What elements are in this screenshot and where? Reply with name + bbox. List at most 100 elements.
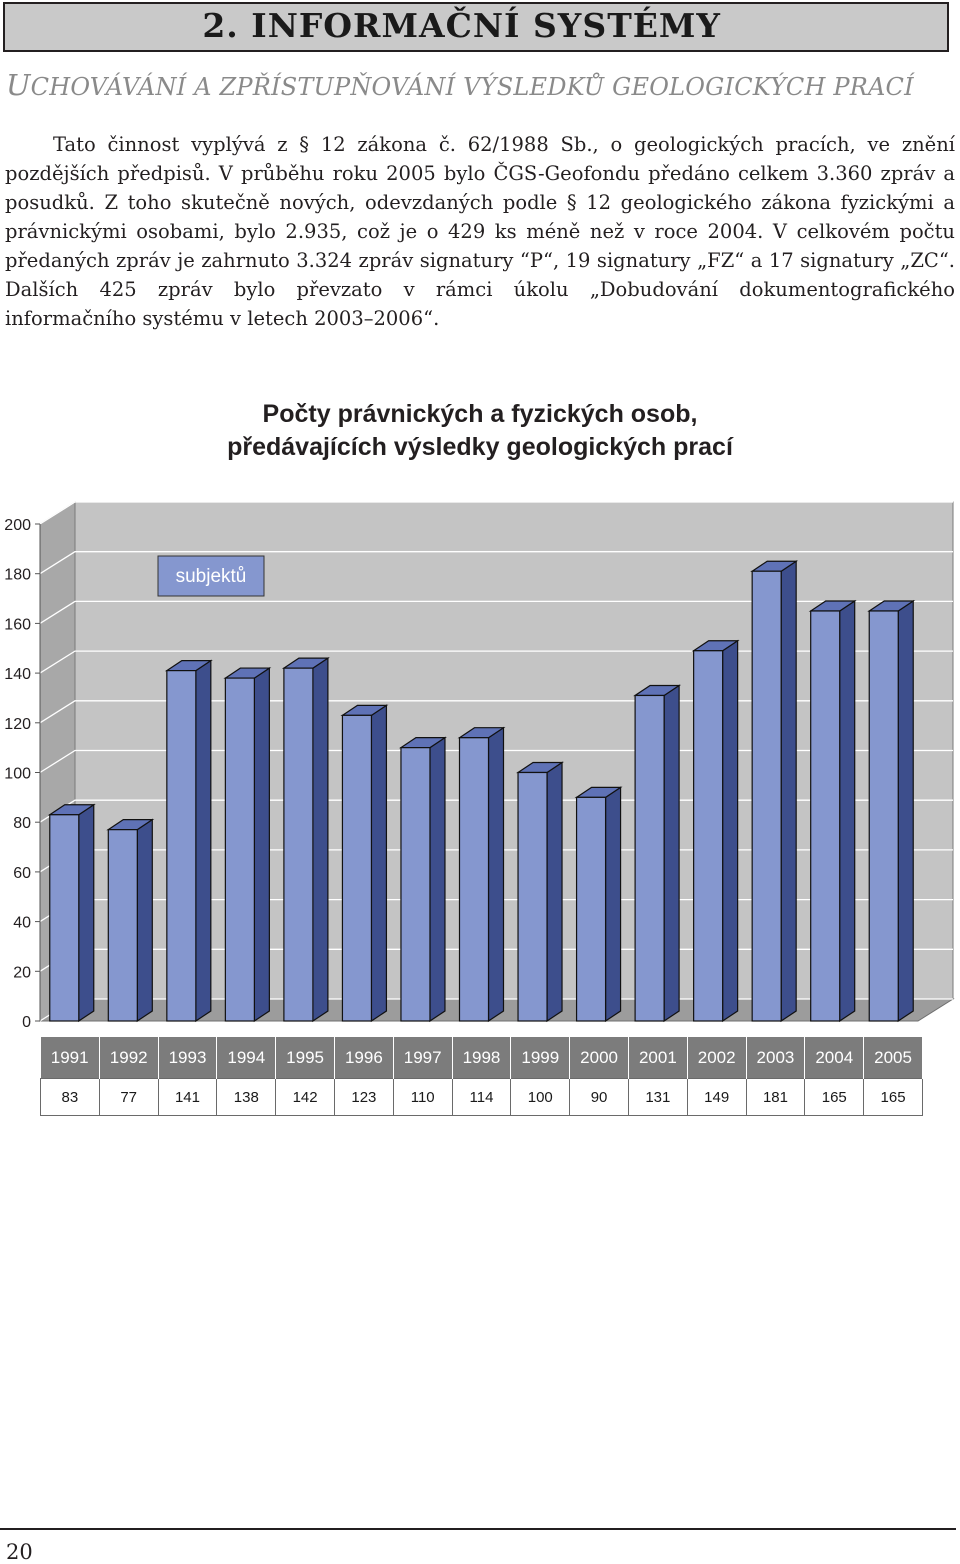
table-year-cell: 1993 bbox=[158, 1037, 218, 1079]
table-value-cell: 165 bbox=[804, 1078, 865, 1116]
bar-side bbox=[780, 560, 797, 1023]
gridline bbox=[39, 501, 953, 525]
table-value-row: 83 77 141 138 142 123 110 114 100 90 131 149 181 165 1… bbox=[40, 1078, 923, 1116]
bar-front bbox=[751, 570, 782, 1022]
bar bbox=[691, 639, 740, 1023]
y-tick-label: 100 bbox=[4, 766, 31, 783]
table-year-cell: 2001 bbox=[628, 1037, 688, 1079]
table-year-cell: 2000 bbox=[569, 1037, 629, 1079]
bar-front bbox=[341, 714, 373, 1022]
chart-data-table: 1991 1992 1993 1994 1995 1996 1997 1998 1999 2000… bbox=[40, 1037, 923, 1116]
legend-box bbox=[157, 555, 265, 597]
bar-front bbox=[400, 747, 431, 1022]
table-year-cell: 2005 bbox=[863, 1037, 923, 1079]
table-year-cell: 2004 bbox=[804, 1037, 865, 1079]
table-value-cell: 181 bbox=[745, 1078, 806, 1116]
bar bbox=[633, 684, 682, 1023]
bar-side bbox=[604, 786, 622, 1023]
legend-label: subjektů bbox=[176, 566, 247, 587]
bar-side bbox=[722, 639, 739, 1023]
y-tick-label: 140 bbox=[4, 666, 31, 683]
bar-front bbox=[283, 667, 314, 1022]
bar bbox=[750, 560, 799, 1023]
bar bbox=[223, 666, 272, 1023]
bar-side bbox=[312, 657, 329, 1023]
table-value-cell: 142 bbox=[275, 1078, 335, 1116]
y-tick-label: 120 bbox=[4, 716, 31, 733]
table-value-cell: 100 bbox=[510, 1078, 571, 1116]
table-value-cell: 131 bbox=[627, 1078, 688, 1116]
body-paragraph: Tato činnost vyplývá z § 12 zákona č. 62… bbox=[5, 133, 955, 330]
bar-front bbox=[166, 670, 197, 1022]
table-value-cell: 110 bbox=[392, 1078, 453, 1116]
table-header-row: 1991 1992 1993 1994 1995 1996 1997 1998 1999 2000… bbox=[40, 1037, 923, 1079]
table-value-cell: 165 bbox=[863, 1078, 923, 1116]
table-year-cell: 1996 bbox=[334, 1037, 394, 1079]
bar-front bbox=[868, 610, 899, 1022]
bar-side bbox=[253, 666, 270, 1023]
bar bbox=[808, 599, 857, 1023]
chapter-banner: 2. INFORMAČNÍ SYSTÉMY bbox=[3, 2, 949, 52]
chart-title-line-2: předávajících výsledky geologických prac… bbox=[227, 433, 733, 461]
bar bbox=[106, 818, 155, 1023]
y-tick-label: 60 bbox=[13, 865, 31, 882]
gridline bbox=[39, 650, 953, 674]
bar-side bbox=[546, 761, 563, 1023]
table-year-cell: 1994 bbox=[216, 1037, 277, 1079]
table-year-cell: 2002 bbox=[687, 1037, 747, 1079]
y-tick-label: 160 bbox=[4, 616, 31, 633]
bar bbox=[457, 726, 506, 1023]
table-value-cell: 83 bbox=[40, 1078, 100, 1116]
bar-front bbox=[517, 771, 548, 1022]
bar-side bbox=[897, 599, 914, 1023]
bar-front bbox=[458, 737, 490, 1022]
bar-front bbox=[634, 694, 665, 1022]
bar bbox=[867, 599, 916, 1023]
table-year-cell: 1998 bbox=[452, 1037, 512, 1079]
bar-front bbox=[575, 796, 607, 1022]
bar-side bbox=[487, 726, 505, 1023]
gridline bbox=[39, 600, 953, 624]
bar bbox=[574, 786, 623, 1023]
table-year-cell: 1991 bbox=[40, 1037, 100, 1079]
bar bbox=[281, 657, 330, 1023]
bar-side bbox=[136, 818, 153, 1023]
y-tick-label: 200 bbox=[4, 517, 31, 534]
page-number: 20 bbox=[6, 1540, 33, 1564]
chart-title: Počty právnických a fyzických osob, před… bbox=[0, 398, 960, 464]
y-tick-label: 20 bbox=[13, 964, 31, 981]
bar-side bbox=[195, 659, 212, 1023]
bar-front bbox=[107, 829, 138, 1022]
bar-side bbox=[663, 684, 680, 1023]
table-year-cell: 1997 bbox=[393, 1037, 453, 1079]
bar-front bbox=[224, 677, 255, 1022]
y-tick-label: 40 bbox=[13, 915, 31, 932]
table-value-cell: 141 bbox=[157, 1078, 218, 1116]
table-value-cell: 90 bbox=[569, 1078, 629, 1116]
table-value-cell: 149 bbox=[686, 1078, 747, 1116]
gridline bbox=[39, 551, 953, 575]
bar-side bbox=[839, 599, 856, 1023]
table-year-cell: 1995 bbox=[275, 1037, 335, 1079]
section-heading-text: CHOVÁVÁNÍ A ZPŘÍSTUPŇOVÁNÍ VÝSLEDKŮ GEOL… bbox=[30, 73, 914, 101]
y-tick-label: 80 bbox=[13, 815, 31, 832]
chapter-title: 2. INFORMAČNÍ SYSTÉMY bbox=[202, 6, 721, 45]
bar bbox=[398, 736, 447, 1023]
bar-side bbox=[370, 704, 388, 1023]
bar-side bbox=[429, 736, 446, 1023]
bar-front bbox=[693, 650, 724, 1022]
table-value-cell: 138 bbox=[216, 1078, 277, 1116]
y-tick-label: 0 bbox=[22, 1014, 31, 1031]
table-year-cell: 1999 bbox=[510, 1037, 571, 1079]
bar bbox=[516, 761, 565, 1023]
section-heading: UCHOVÁVÁNÍ A ZPŘÍSTUPŇOVÁNÍ VÝSLEDKŮ GEO… bbox=[6, 68, 956, 102]
bar-front bbox=[49, 814, 80, 1022]
y-tick-label: 180 bbox=[4, 567, 31, 584]
chart-title-line-1: Počty právnických a fyzických osob, bbox=[262, 400, 698, 428]
bar-chart: 0 20 40 60 80 100 120 140 160 180 200 subjektů bbox=[4, 501, 955, 1031]
table-year-cell: 1992 bbox=[99, 1037, 159, 1079]
bar bbox=[340, 704, 389, 1023]
bar bbox=[47, 803, 96, 1023]
table-value-cell: 114 bbox=[451, 1078, 512, 1116]
bar-front bbox=[810, 610, 841, 1022]
